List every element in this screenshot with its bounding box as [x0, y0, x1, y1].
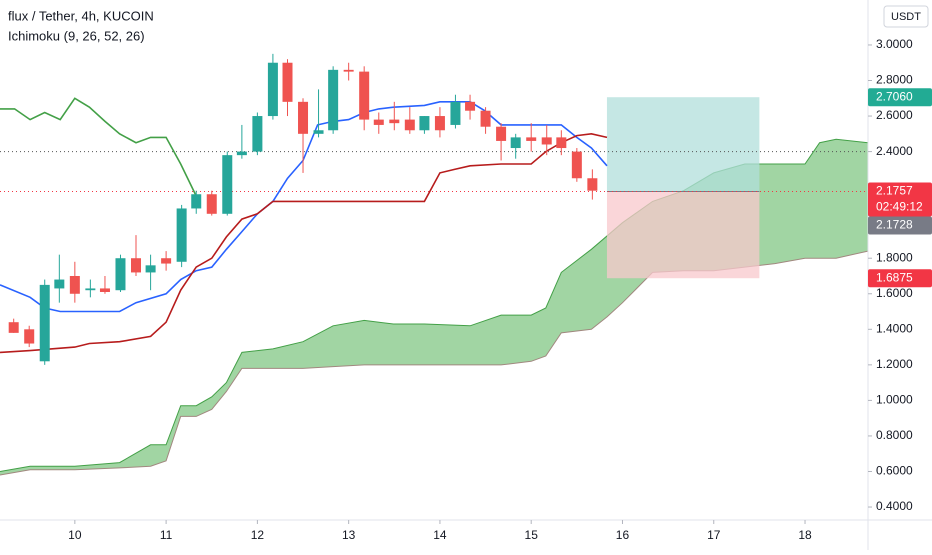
price-label-box	[868, 269, 932, 288]
candle-body	[419, 116, 430, 131]
overlay: 2.7060 2.1757 02:49:12 2.1728 1.6875	[868, 88, 932, 288]
candle-body	[130, 258, 141, 273]
indicator-line	[0, 132, 608, 354]
candle-body	[343, 69, 354, 72]
candle-body	[222, 155, 233, 214]
candle-body	[328, 69, 339, 131]
candle-body	[145, 265, 156, 273]
candle-body	[252, 116, 263, 152]
price-label-box	[868, 88, 932, 107]
candle-body	[54, 279, 65, 289]
price-label: 2.7060	[876, 89, 913, 103]
y-tick-label: 2.8000	[876, 73, 913, 87]
y-tick-label: 1.4000	[876, 321, 913, 335]
candle-body	[236, 151, 247, 156]
candle-body	[191, 194, 202, 209]
candle-body	[176, 208, 187, 262]
candle-body	[39, 284, 50, 362]
candle-body	[85, 288, 96, 291]
y-tick-label: 1.0000	[876, 393, 913, 407]
candle-body	[496, 126, 507, 141]
price-label-box	[868, 216, 932, 235]
chart-title: flux / Tether, 4h, KUCOIN	[8, 8, 154, 23]
candle-body	[267, 62, 278, 117]
candle-body	[404, 119, 415, 131]
candle-body	[450, 101, 461, 125]
x-tick-label: 10	[68, 528, 82, 542]
candle-body	[526, 137, 537, 141]
candle-body	[298, 101, 309, 134]
candle-body	[359, 71, 370, 120]
currency-button[interactable]	[883, 5, 929, 28]
candle-body	[434, 116, 445, 131]
candle-body	[571, 151, 582, 179]
y-tick-label: 0.6000	[876, 464, 913, 478]
price-label-box	[868, 182, 932, 217]
plot-area	[0, 53, 868, 476]
y-tick-label: 0.4000	[876, 499, 913, 513]
candle-body	[587, 178, 598, 191]
candle-body	[373, 119, 384, 125]
candle-body	[313, 130, 324, 134]
y-tick-label: 1.6000	[876, 286, 913, 300]
x-tick-label: 15	[525, 528, 539, 542]
candle-body	[389, 119, 400, 124]
x-tick-label: 12	[251, 528, 265, 542]
indicator-label: Ichimoku (9, 26, 52, 26)	[8, 28, 145, 43]
candle-body	[69, 275, 80, 294]
indicator-line	[0, 97, 197, 197]
candle-body	[161, 258, 172, 264]
x-tick-label: 17	[707, 528, 721, 542]
candle-body	[115, 258, 126, 291]
price-label: 2.1757	[876, 184, 913, 198]
position-target	[606, 97, 760, 192]
candle-body	[282, 62, 293, 102]
candle-body	[8, 322, 19, 333]
candle-body	[541, 137, 552, 145]
x-tick-label: 11	[160, 528, 173, 542]
currency-label[interactable]: USDT	[891, 11, 921, 23]
y-tick-label: 1.2000	[876, 357, 913, 371]
price-label: 2.1728	[876, 218, 913, 232]
y-tick-label: 1.8000	[876, 250, 913, 264]
countdown: 02:49:12	[876, 200, 923, 214]
candle-body	[556, 137, 567, 149]
x-tick-label: 14	[433, 528, 447, 542]
y-tick-label: 3.0000	[876, 37, 913, 51]
price-label: 1.6875	[876, 270, 913, 284]
candle-body	[206, 194, 217, 214]
position-stop	[606, 191, 760, 279]
y-tick-label: 0.8000	[876, 428, 913, 442]
candle-body	[99, 288, 110, 292]
candle-body	[480, 110, 491, 127]
y-tick-label: 2.4000	[876, 144, 913, 158]
x-tick-label: 18	[798, 528, 812, 542]
candle-body	[465, 101, 476, 111]
candle-body	[510, 137, 521, 149]
y-tick-label: 2.6000	[876, 108, 913, 122]
x-tick-label: 16	[616, 528, 630, 542]
candle-body	[24, 329, 35, 344]
x-tick-label: 13	[342, 528, 356, 542]
